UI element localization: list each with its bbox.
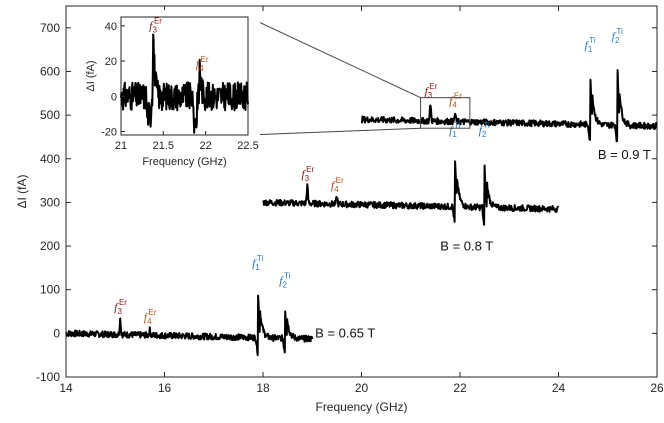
peak-label: f3Er (114, 298, 127, 316)
peak-label: f1Ti (585, 36, 596, 54)
y-tick-label: 400 (40, 152, 60, 166)
peak-label: f2Ti (612, 27, 623, 45)
field-label: B = 0.8 T (440, 238, 493, 253)
x-tick-label: 24 (552, 381, 566, 395)
inset-x-ticks: 21 21.5 22 22.5 (115, 131, 259, 152)
inset-peak-labels: f3Er f4Er (149, 16, 209, 73)
y-tick-label: 200 (40, 239, 60, 253)
inset-plot: 21 21.5 22 22.5 -20 0 20 40 f3Er f4Er Frequency… (78, 10, 260, 180)
y-tick-label: 100 (40, 283, 60, 297)
zoom-indicator (247, 16, 471, 136)
peak-label: f4Er (449, 92, 462, 110)
peak-label: f2Ti (479, 121, 490, 139)
inset-peak-label: f4Er (196, 55, 209, 73)
inset-trace (120, 33, 249, 134)
x-tick-label: 14 (59, 381, 73, 395)
peak-label: f1Ti (252, 254, 263, 272)
y-tick-label: -100 (36, 370, 60, 384)
x-tick-label: 26 (650, 381, 664, 395)
y-tick-label: 700 (40, 21, 60, 35)
inset-frame (120, 16, 249, 136)
inset-x-tick-label: 22 (200, 140, 212, 152)
y-tick-label: 500 (40, 108, 60, 122)
inset-x-tick-label: 21 (115, 140, 127, 152)
series-traces (65, 69, 658, 357)
field-label: B = 0.65 T (315, 326, 375, 341)
series-line (65, 294, 314, 357)
inset-x-tick-label: 22.5 (237, 140, 258, 152)
y-tick-label: 0 (53, 326, 60, 340)
zoom-connector-bottom (247, 127, 421, 136)
main-plot: 14 16 18 20 22 24 26 -100010020030040050060070… (15, 5, 664, 414)
inset-y-tick-label: 20 (105, 56, 117, 68)
peak-label: f2Ti (279, 271, 290, 289)
peak-labels: f3Er f4Er f1Ti f2Ti f3Er f4Er f1Ti f2Ti f3Er f4Er… (114, 27, 623, 326)
y-tick-label: 600 (40, 64, 60, 78)
x-tick-label: 20 (355, 381, 369, 395)
y-axis-label: ΔI (fA) (15, 174, 29, 208)
x-tick-label: 18 (256, 381, 270, 395)
peak-label: f3Er (301, 165, 314, 183)
inset-series-line (120, 33, 249, 134)
zoom-box (420, 97, 471, 129)
y-tick-label: 300 (40, 195, 60, 209)
inset-x-tick-label: 21.5 (153, 140, 174, 152)
inset-y-tick-label: 40 (105, 21, 117, 33)
inset-peak-label: f3Er (149, 16, 162, 34)
series-line (262, 160, 560, 226)
peak-label: f1Ti (449, 121, 460, 139)
inset-x-axis-label: Frequency (GHz) (142, 156, 226, 168)
inset-y-ticks: -20 0 20 40 (101, 21, 125, 138)
x-axis-ticks: 14 16 18 20 22 24 26 (59, 6, 664, 395)
x-tick-label: 16 (158, 381, 172, 395)
inset-y-axis-label: ΔI (fA) (85, 60, 97, 91)
series-line (360, 69, 658, 143)
zoom-connector-top (247, 16, 421, 99)
x-axis-label: Frequency (GHz) (315, 400, 407, 414)
field-label: B = 0.9 T (598, 147, 651, 162)
inset-y-tick-label: -20 (101, 126, 117, 138)
field-labels: B = 0.65 T B = 0.8 T B = 0.9 T (315, 147, 651, 341)
peak-label: f4Er (144, 308, 157, 326)
inset-y-tick-label: 0 (111, 91, 117, 103)
peak-label: f4Er (331, 176, 344, 194)
x-tick-label: 22 (453, 381, 467, 395)
peak-label: f3Er (424, 82, 437, 100)
